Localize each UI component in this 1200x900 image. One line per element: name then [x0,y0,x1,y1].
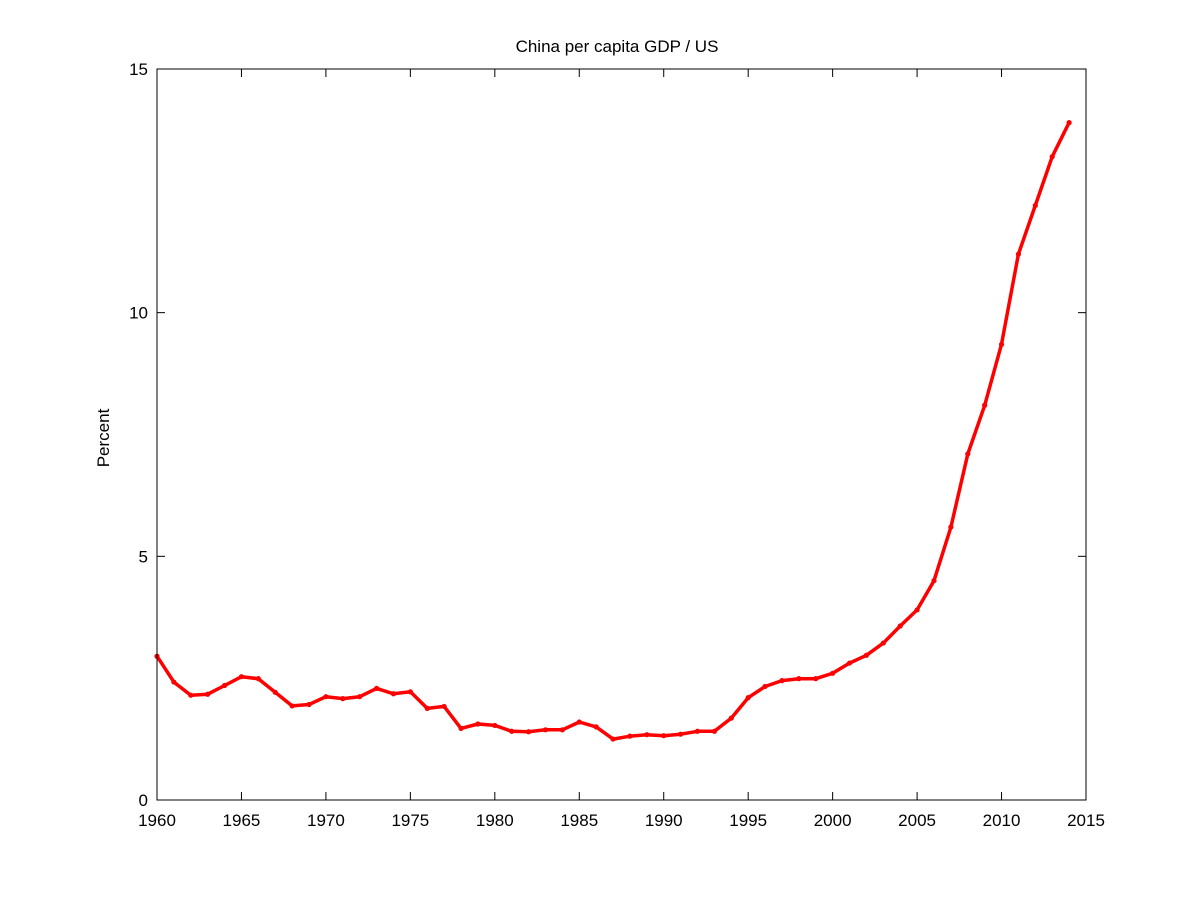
data-point [1032,202,1038,209]
data-point [661,733,667,739]
x-tick-label: 2010 [983,811,1021,830]
data-point [610,736,616,742]
data-point [762,683,768,690]
data-point [711,728,718,734]
x-tick-label: 1985 [560,811,598,830]
data-point [644,732,650,738]
data-point [373,685,380,692]
data-point [796,676,802,682]
y-tick-label: 0 [139,791,148,810]
data-point [998,341,1005,347]
data-point [745,695,751,701]
data-point [728,715,734,721]
series-layer [154,120,1072,742]
data-point [931,578,937,584]
data-point [205,691,211,697]
data-point [407,689,413,695]
data-point [221,682,228,689]
x-tick-label: 1970 [307,811,345,830]
x-tick-label: 1960 [138,811,176,830]
data-point [576,719,582,725]
data-point [880,640,886,646]
data-point [526,729,532,735]
data-point [813,676,819,682]
data-point [779,678,785,684]
data-point [306,701,312,708]
data-point [678,731,684,737]
data-point [509,728,515,734]
data-point [897,623,903,629]
x-tick-label: 2005 [898,811,936,830]
x-axis: 1960 1965 1970 1975 1980 1985 1990 1995 2000 2005… [138,69,1105,830]
data-point [559,727,565,733]
data-point [863,652,870,658]
y-tick-label: 10 [129,304,148,323]
x-tick-label: 2015 [1067,811,1105,830]
data-point [627,733,633,739]
y-axis-label: Percent [94,408,113,467]
x-tick-label: 1965 [223,811,261,830]
data-point [846,660,853,666]
data-point [424,705,430,711]
data-point [289,703,295,709]
data-point [914,607,920,613]
x-tick-label: 1980 [476,811,514,830]
x-tick-label: 1995 [729,811,767,830]
data-point [1066,120,1072,126]
data-point [255,676,261,682]
data-point [982,402,988,408]
y-axis: 0 5 10 15 [129,60,1086,810]
plot-frame [156,68,1087,801]
data-point [441,703,447,710]
data-point [492,722,498,729]
data-point [1049,154,1055,160]
x-tick-label: 1990 [645,811,683,830]
data-point [542,727,549,733]
chart-title: China per capita GDP / US [516,37,719,56]
y-tick-label: 15 [129,60,148,79]
data-point [475,721,481,727]
x-tick-label: 1975 [391,811,429,830]
y-tick-label: 5 [139,547,148,566]
data-point [830,670,836,676]
data-point [1015,251,1022,257]
data-point [965,451,971,457]
data-point [458,725,464,731]
data-point [948,524,954,530]
data-point [390,691,397,697]
data-point [188,692,194,698]
x-tick-label: 2000 [814,811,852,830]
data-point [323,694,329,700]
data-point [357,694,363,700]
data-point [593,724,599,730]
data-point [694,728,701,734]
data-point [238,674,245,680]
data-point [340,696,346,702]
data-point [171,679,177,685]
data-point [272,689,278,695]
